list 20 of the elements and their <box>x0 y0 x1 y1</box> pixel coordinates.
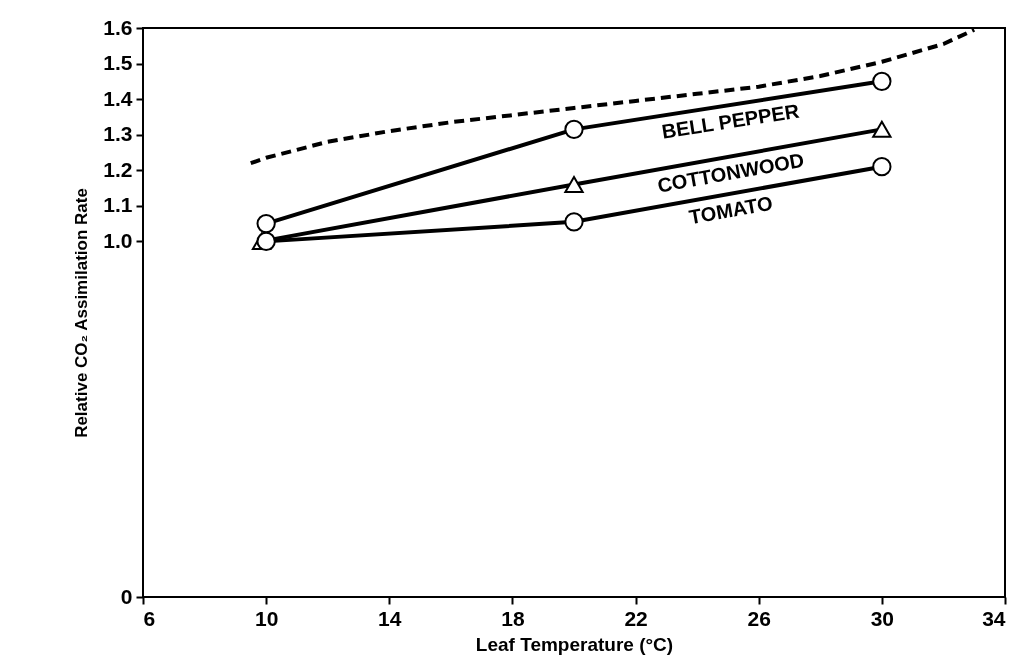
x-axis-title: Leaf Temperature (°C) <box>475 633 674 655</box>
y-tick-label: 1.4 <box>103 86 133 110</box>
x-tick-label: 10 <box>254 606 279 630</box>
x-tick-label: 26 <box>747 606 771 630</box>
y-tick-label: 1.6 <box>103 15 133 39</box>
y-tick-label: 1.2 <box>103 157 133 181</box>
y-axis-title: Relative CO₂ Assimilation Rate <box>72 188 92 438</box>
y-tick-label: 1.1 <box>103 193 133 217</box>
x-tick-label: 30 <box>870 606 895 630</box>
x-tick-label: 14 <box>378 606 402 630</box>
x-tick-label: 22 <box>624 606 648 630</box>
x-tick-label: 18 <box>501 606 525 630</box>
y-tick-label: 1.3 <box>103 122 133 146</box>
y-tick-label: 1.0 <box>103 228 133 252</box>
text: BELL PEPPER <box>660 99 802 143</box>
y-tick-label: 1.5 <box>103 51 133 75</box>
x-tick-label: 6 <box>143 606 156 630</box>
x-tick-label: 34 <box>982 606 1006 630</box>
y-tick-label: 0 <box>120 584 133 608</box>
text: TOMATO <box>687 191 775 229</box>
